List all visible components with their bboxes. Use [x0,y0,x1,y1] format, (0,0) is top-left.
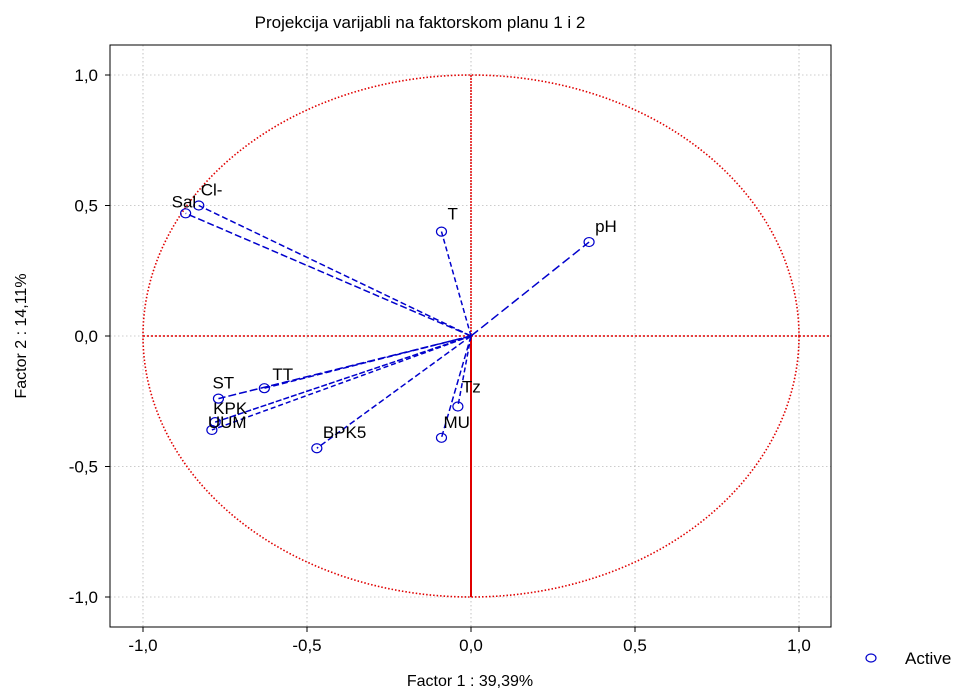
point-label-st: ST [212,374,234,393]
point-sal [180,208,192,219]
x-tick-label: -0,5 [292,636,321,655]
chart-title: Projekcija varijabli na faktorskom planu… [255,13,586,32]
y-axis-label: Factor 2 : 14,11% [13,273,30,398]
point-label-cl: Cl- [201,181,223,200]
vector-cl [198,204,472,337]
point-label-sal: Sal [172,192,197,211]
point-bpk5 [311,443,323,454]
point-t [435,226,448,237]
x-tick-label: 0,0 [459,636,483,655]
point-label-t: T [447,205,457,224]
vector-t [440,231,472,337]
point-label-uum: UUM [208,413,247,432]
legend-marker [865,653,877,663]
y-tick-label: 0,5 [74,197,98,216]
axis-ticks: -1,0 -0,5 0,0 0,5 1,0 1,0 0,5 0,0 -0,5 -1,0 [69,66,811,655]
vector-ph [470,241,590,337]
point-uum [206,424,218,436]
x-tick-label: 1,0 [787,636,811,655]
point-label-tz: Tz [462,377,481,396]
point-label-bpk5: BPK5 [323,423,366,442]
point-ph [583,236,595,248]
point-tz [452,401,464,412]
point-mu [435,432,448,443]
loading-vectors [185,204,590,449]
vector-st [218,335,472,400]
vector-tz [457,335,472,407]
y-tick-label: 1,0 [74,66,98,85]
legend-label-active: Active [905,649,951,668]
vector-sal [185,212,472,337]
legend: Active [865,649,951,668]
x-tick-label: -1,0 [128,636,157,655]
point-label-kpk: KPK [213,399,248,418]
y-tick-label: -0,5 [69,458,98,477]
point-label-ph: pH [595,217,617,236]
reference-axes-circle [142,74,831,598]
point-tt [258,383,270,394]
point-st [212,393,225,404]
y-tick-label: -1,0 [69,588,98,607]
point-label-tt: TT [272,365,293,384]
vector-bpk5 [316,335,472,449]
y-tick-label: 0,0 [74,327,98,346]
x-axis-label: Factor 1 : 39,39% [407,673,533,690]
grid-lines [110,45,831,627]
point-cl [193,200,205,211]
vector-uum [211,335,472,431]
x-tick-label: 0,5 [623,636,647,655]
point-label-mu: MU [443,413,469,432]
vector-kpk [214,335,472,423]
